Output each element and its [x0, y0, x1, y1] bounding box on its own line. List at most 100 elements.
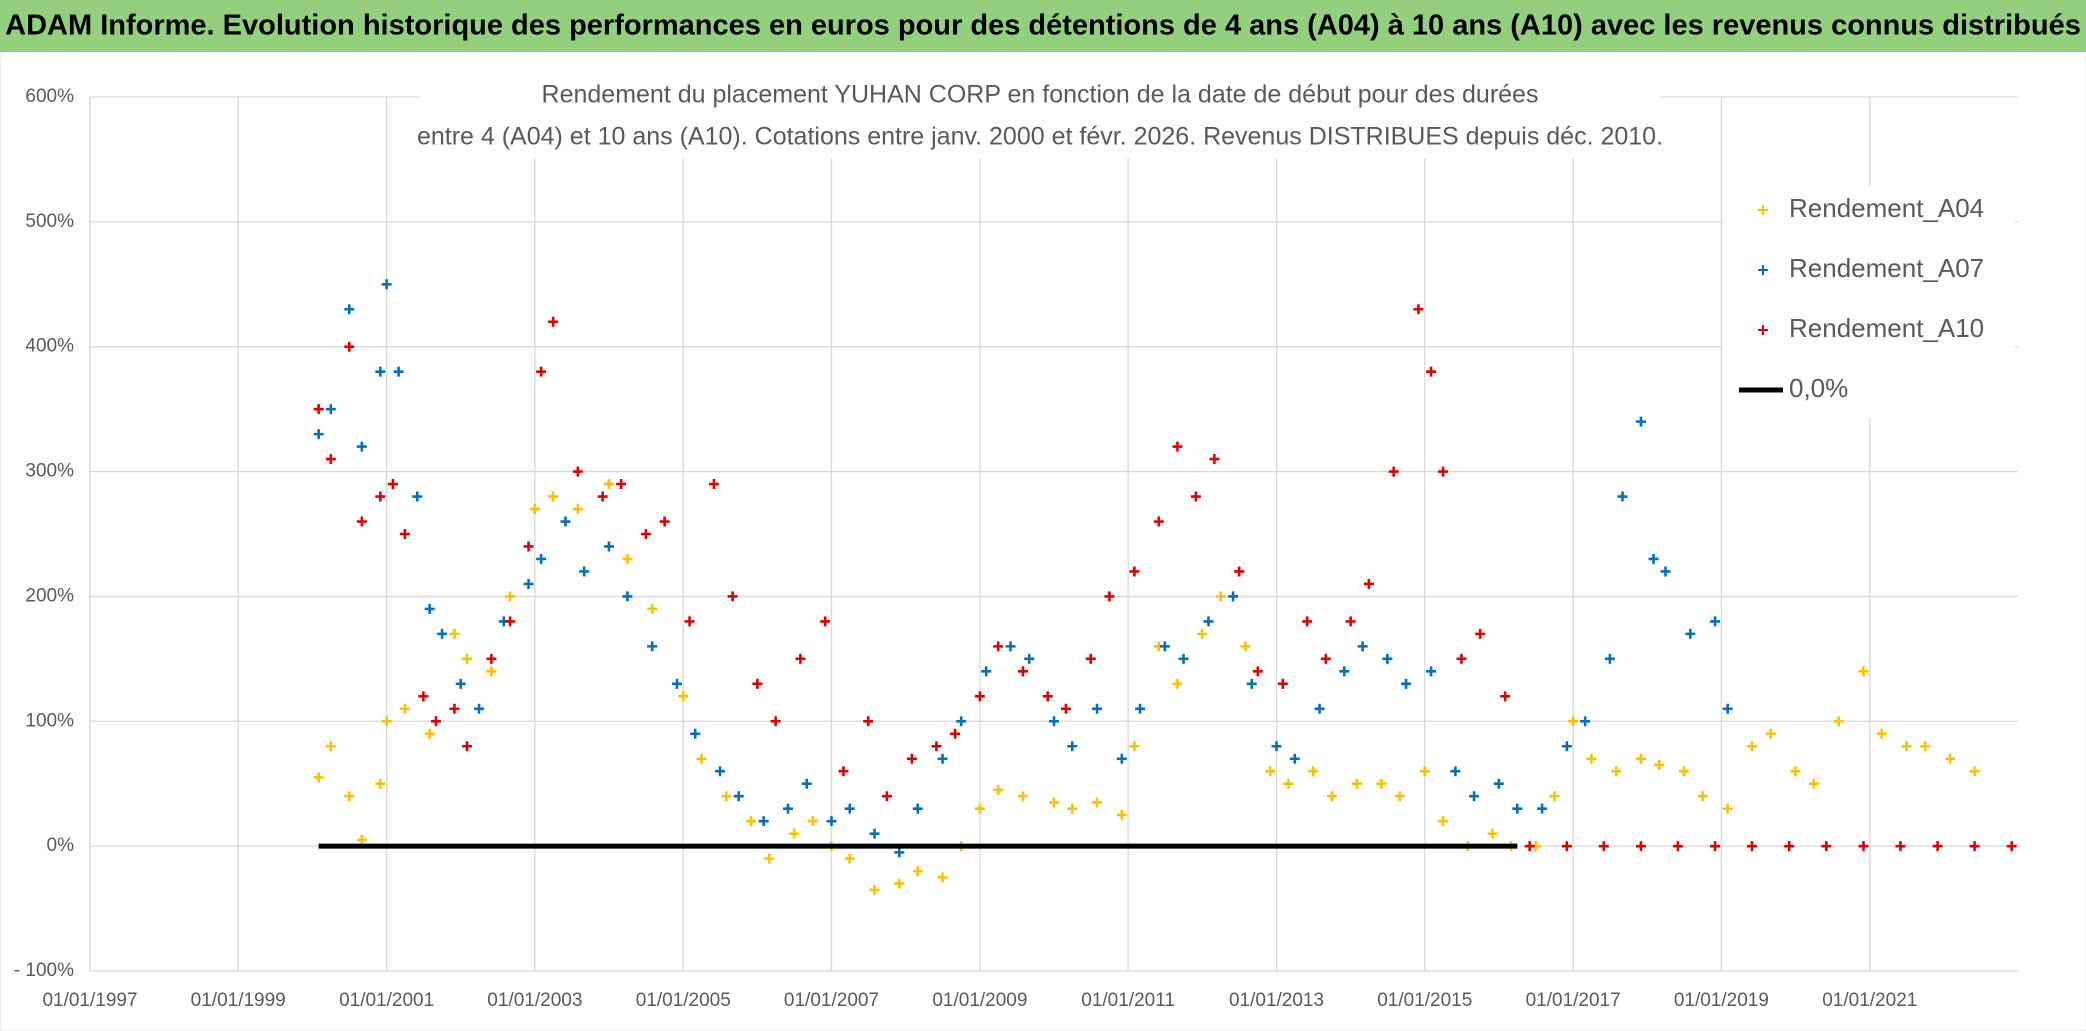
point — [1580, 716, 1591, 727]
point — [344, 341, 355, 352]
point — [1821, 841, 1832, 852]
point — [462, 741, 473, 752]
point — [801, 778, 812, 789]
point — [1388, 466, 1399, 477]
point — [1172, 678, 1183, 689]
x-tick-label: 01/01/2005 — [636, 990, 731, 1011]
point — [1277, 678, 1288, 689]
point — [690, 728, 701, 739]
point — [1969, 841, 1980, 852]
point — [795, 653, 806, 664]
point — [1339, 666, 1350, 677]
x-tick-label: 01/01/2001 — [339, 990, 434, 1011]
point — [659, 516, 670, 527]
point — [1438, 466, 1449, 477]
point — [424, 603, 435, 614]
point — [1722, 803, 1733, 814]
point — [844, 803, 855, 814]
point — [1833, 716, 1844, 727]
point — [1129, 741, 1140, 752]
point — [1308, 766, 1319, 777]
point — [1357, 641, 1368, 652]
point — [486, 653, 497, 664]
point — [1512, 803, 1523, 814]
point — [1017, 791, 1028, 802]
point — [1487, 828, 1498, 839]
point — [1475, 628, 1486, 639]
y-tick-label: 100% — [25, 710, 74, 731]
legend-swatch — [1758, 265, 1768, 275]
y-tick-label: 300% — [25, 461, 74, 482]
point — [1320, 653, 1331, 664]
x-tick-label: 01/01/2009 — [932, 990, 1027, 1011]
point — [1049, 716, 1059, 727]
point — [381, 716, 392, 727]
point — [678, 691, 689, 702]
x-tick-label: 01/01/2007 — [784, 990, 879, 1011]
point — [869, 828, 880, 839]
point — [894, 847, 905, 858]
point — [937, 753, 948, 764]
chart-title: entre 4 (A04) et 10 ans (A10). Cotations… — [417, 123, 1663, 151]
point — [375, 778, 386, 789]
point — [647, 641, 658, 652]
point — [548, 491, 559, 502]
point — [449, 628, 460, 639]
point — [597, 491, 608, 502]
point — [820, 616, 831, 627]
point — [869, 884, 880, 895]
legend-label: 0,0% — [1789, 373, 1848, 403]
y-tick-label: 600% — [25, 86, 74, 107]
point — [838, 766, 849, 777]
x-tick-label: 01/01/2015 — [1377, 990, 1472, 1011]
point — [974, 691, 985, 702]
point — [1635, 841, 1646, 852]
point — [906, 753, 917, 764]
point — [1426, 366, 1437, 377]
legend-label: Rendement_A07 — [1789, 253, 1984, 283]
point — [1858, 841, 1869, 852]
point — [708, 479, 719, 490]
point — [783, 803, 794, 814]
point — [387, 479, 398, 490]
point — [1660, 566, 1671, 577]
point — [1672, 841, 1683, 852]
point — [572, 466, 583, 477]
point — [313, 404, 324, 415]
point — [1413, 304, 1424, 315]
point — [1895, 841, 1906, 852]
point — [1586, 753, 1597, 764]
point — [1401, 678, 1412, 689]
point — [1283, 778, 1294, 789]
point — [1561, 741, 1572, 752]
point — [1153, 516, 1164, 527]
point — [1747, 841, 1758, 852]
point — [807, 816, 818, 827]
point — [640, 529, 651, 539]
point — [1104, 591, 1115, 602]
point — [1042, 691, 1053, 702]
point — [1876, 728, 1887, 739]
point — [1790, 766, 1801, 777]
point — [1500, 691, 1511, 702]
point — [486, 666, 497, 677]
point — [1092, 797, 1103, 808]
header-title: ADAM Informe. Evolution historique des p… — [5, 10, 2081, 42]
point — [412, 491, 423, 502]
x-tick-label: 01/01/2013 — [1229, 990, 1324, 1011]
x-tick-label: 01/01/1997 — [42, 990, 137, 1011]
point — [1215, 591, 1226, 602]
legend-bg — [1723, 186, 2015, 418]
point — [474, 703, 485, 714]
point — [1363, 578, 1374, 589]
point — [356, 441, 367, 452]
point — [1246, 678, 1257, 689]
point — [523, 541, 534, 552]
point — [1493, 778, 1504, 789]
point — [1135, 703, 1146, 714]
point — [603, 479, 614, 490]
point — [325, 741, 336, 752]
point — [572, 504, 583, 515]
point — [313, 772, 324, 783]
point — [937, 872, 948, 883]
